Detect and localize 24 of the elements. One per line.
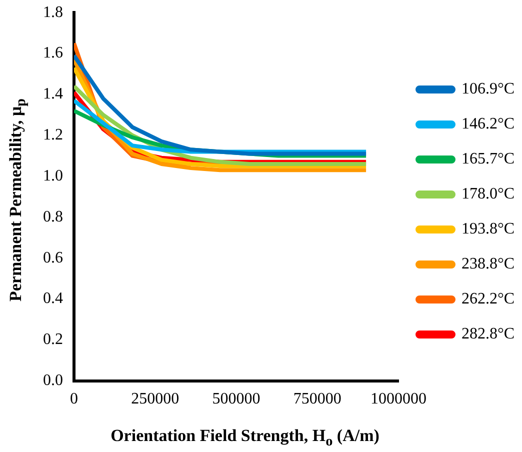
x-tick-label: 0	[70, 390, 78, 408]
y-tick-label: 1.0	[43, 167, 63, 184]
y-tick-label: 0.0	[43, 372, 63, 390]
legend-label: 282.8°C	[462, 326, 515, 343]
x-axis-title: Orientation Field Strength, H$_{o}$ (A/m)	[110, 426, 380, 450]
legend-label: 165.7°C	[462, 150, 515, 168]
legend-label: 262.2°C	[462, 290, 515, 308]
legend-label: 178.0°C	[462, 186, 515, 203]
y-tick-label: 0.8	[43, 208, 63, 226]
x-tick-label: 250000	[131, 390, 180, 408]
y-tick-label: 1.6	[43, 44, 63, 62]
legend-label: 106.9°C	[462, 80, 515, 98]
y-tick-label: 0.4	[43, 290, 63, 308]
x-tick-label: 750000	[293, 390, 342, 408]
legend-label: 193.8°C	[462, 220, 515, 238]
y-tick-label: 0.6	[43, 249, 63, 266]
legend-label: 238.8°C	[462, 256, 515, 273]
y-tick-label: 1.8	[43, 4, 63, 21]
y-tick-label: 1.2	[43, 126, 63, 144]
y-tick-label: 0.2	[43, 331, 63, 348]
x-tick-label: 1000000	[370, 390, 426, 408]
y-tick-label: 1.4	[43, 86, 63, 103]
legend-label: 146.2°C	[462, 116, 515, 133]
x-tick-label: 500000	[212, 390, 260, 408]
